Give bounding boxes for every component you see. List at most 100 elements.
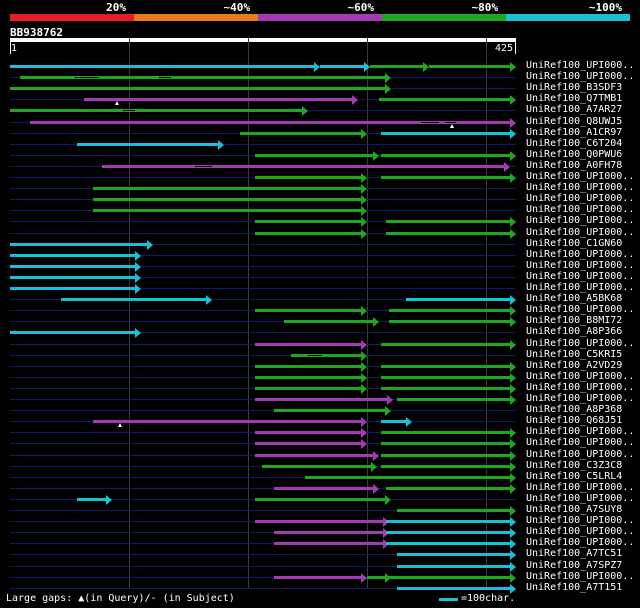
- hit-direction-arrow[interactable]: [385, 406, 391, 416]
- hit-direction-arrow[interactable]: [385, 73, 391, 83]
- hit-label[interactable]: UniRef100_UPI000..: [526, 171, 635, 182]
- hit-alignment-segment[interactable]: [93, 420, 362, 423]
- hit-direction-arrow[interactable]: [510, 173, 516, 183]
- hit-label[interactable]: UniRef100_UPI000..: [526, 537, 635, 548]
- hit-direction-arrow[interactable]: [510, 229, 516, 239]
- hit-alignment-segment[interactable]: [255, 309, 362, 312]
- hit-alignment-segment[interactable]: [397, 509, 511, 512]
- hit-alignment-segment[interactable]: [274, 531, 384, 534]
- hit-alignment-segment[interactable]: [10, 276, 136, 279]
- hit-direction-arrow[interactable]: [510, 428, 516, 438]
- hit-direction-arrow[interactable]: [510, 217, 516, 227]
- hit-label[interactable]: UniRef100_A7T151: [526, 582, 623, 593]
- hit-direction-arrow[interactable]: [510, 62, 516, 72]
- hit-direction-arrow[interactable]: [361, 229, 367, 239]
- hit-alignment-segment[interactable]: [20, 76, 386, 79]
- hit-label[interactable]: UniRef100_C3Z3C8: [526, 460, 623, 471]
- hit-label[interactable]: UniRef100_Q68J51: [526, 415, 623, 426]
- hit-alignment-segment[interactable]: [255, 343, 362, 346]
- hit-alignment-segment[interactable]: [397, 553, 511, 556]
- hit-alignment-segment[interactable]: [255, 431, 362, 434]
- hit-label[interactable]: UniRef100_UPI000..: [526, 526, 635, 537]
- hit-direction-arrow[interactable]: [406, 417, 412, 427]
- hit-alignment-segment[interactable]: [255, 498, 386, 501]
- hit-direction-arrow[interactable]: [135, 251, 141, 261]
- hit-direction-arrow[interactable]: [361, 351, 367, 361]
- hit-label[interactable]: UniRef100_A7TC51: [526, 548, 623, 559]
- hit-label[interactable]: UniRef100_UPI000..: [526, 193, 635, 204]
- hit-alignment-segment[interactable]: [429, 65, 511, 68]
- hit-alignment-segment[interactable]: [93, 187, 362, 190]
- hit-direction-arrow[interactable]: [106, 495, 112, 505]
- hit-alignment-segment[interactable]: [379, 98, 511, 101]
- hit-alignment-segment[interactable]: [305, 476, 511, 479]
- hit-label[interactable]: UniRef100_UPI000..: [526, 393, 635, 404]
- hit-alignment-segment[interactable]: [274, 409, 386, 412]
- hit-label[interactable]: UniRef100_C6T204: [526, 138, 623, 149]
- hit-alignment-segment[interactable]: [10, 331, 136, 334]
- hit-label[interactable]: UniRef100_UPI000..: [526, 515, 635, 526]
- hit-alignment-segment[interactable]: [10, 265, 136, 268]
- hit-direction-arrow[interactable]: [361, 173, 367, 183]
- hit-alignment-segment[interactable]: [274, 487, 374, 490]
- hit-direction-arrow[interactable]: [371, 462, 377, 472]
- hit-direction-arrow[interactable]: [510, 451, 516, 461]
- hit-direction-arrow[interactable]: [510, 473, 516, 483]
- hit-alignment-segment[interactable]: [77, 143, 219, 146]
- hit-alignment-segment[interactable]: [255, 454, 374, 457]
- hit-label[interactable]: UniRef100_C1GN60: [526, 238, 623, 249]
- hit-direction-arrow[interactable]: [373, 484, 379, 494]
- hit-label[interactable]: UniRef100_A8P368: [526, 404, 623, 415]
- hit-alignment-segment[interactable]: [255, 398, 388, 401]
- hit-direction-arrow[interactable]: [135, 284, 141, 294]
- hit-direction-arrow[interactable]: [510, 340, 516, 350]
- hit-alignment-segment[interactable]: [77, 498, 107, 501]
- hit-label[interactable]: UniRef100_B3SDF3: [526, 82, 623, 93]
- hit-direction-arrow[interactable]: [510, 306, 516, 316]
- hit-alignment-segment[interactable]: [397, 565, 511, 568]
- hit-alignment-segment[interactable]: [255, 220, 362, 223]
- hit-direction-arrow[interactable]: [135, 328, 141, 338]
- hit-direction-arrow[interactable]: [510, 129, 516, 139]
- hit-direction-arrow[interactable]: [302, 106, 308, 116]
- hit-alignment-segment[interactable]: [386, 531, 511, 534]
- hit-direction-arrow[interactable]: [510, 439, 516, 449]
- hit-alignment-segment[interactable]: [255, 365, 362, 368]
- hit-alignment-segment[interactable]: [320, 65, 365, 68]
- hit-alignment-segment[interactable]: [381, 465, 511, 468]
- hit-alignment-segment[interactable]: [255, 387, 362, 390]
- hit-label[interactable]: UniRef100_UPI000..: [526, 215, 635, 226]
- hit-direction-arrow[interactable]: [361, 340, 367, 350]
- hit-alignment-segment[interactable]: [61, 298, 207, 301]
- hit-label[interactable]: UniRef100_UPI000..: [526, 204, 635, 215]
- hit-alignment-segment[interactable]: [367, 576, 386, 579]
- hit-label[interactable]: UniRef100_UPI000..: [526, 260, 635, 271]
- hit-alignment-segment[interactable]: [10, 243, 148, 246]
- hit-label[interactable]: UniRef100_A0FH78: [526, 160, 623, 171]
- hit-direction-arrow[interactable]: [510, 95, 516, 105]
- hit-label[interactable]: UniRef100_UPI000..: [526, 282, 635, 293]
- hit-alignment-segment[interactable]: [397, 587, 511, 590]
- hit-alignment-segment[interactable]: [255, 520, 384, 523]
- hit-direction-arrow[interactable]: [385, 495, 391, 505]
- hit-alignment-segment[interactable]: [274, 576, 362, 579]
- hit-direction-arrow[interactable]: [510, 118, 516, 128]
- hit-alignment-segment[interactable]: [255, 442, 362, 445]
- hit-direction-arrow[interactable]: [361, 306, 367, 316]
- hit-alignment-segment[interactable]: [284, 320, 374, 323]
- hit-label[interactable]: UniRef100_UPI000..: [526, 371, 635, 382]
- hit-direction-arrow[interactable]: [510, 539, 516, 549]
- hit-label[interactable]: UniRef100_UPI000..: [526, 338, 635, 349]
- hit-alignment-segment[interactable]: [255, 154, 374, 157]
- hit-label[interactable]: UniRef100_A8P366: [526, 326, 623, 337]
- hit-label[interactable]: UniRef100_UPI000..: [526, 71, 635, 82]
- hit-alignment-segment[interactable]: [381, 442, 511, 445]
- hit-alignment-segment[interactable]: [386, 232, 511, 235]
- hit-direction-arrow[interactable]: [361, 373, 367, 383]
- hit-label[interactable]: UniRef100_UPI000..: [526, 571, 635, 582]
- hit-alignment-segment[interactable]: [30, 121, 511, 124]
- hit-direction-arrow[interactable]: [510, 151, 516, 161]
- hit-alignment-segment[interactable]: [381, 132, 511, 135]
- hit-label[interactable]: UniRef100_UPI000..: [526, 426, 635, 437]
- hit-alignment-segment[interactable]: [93, 209, 362, 212]
